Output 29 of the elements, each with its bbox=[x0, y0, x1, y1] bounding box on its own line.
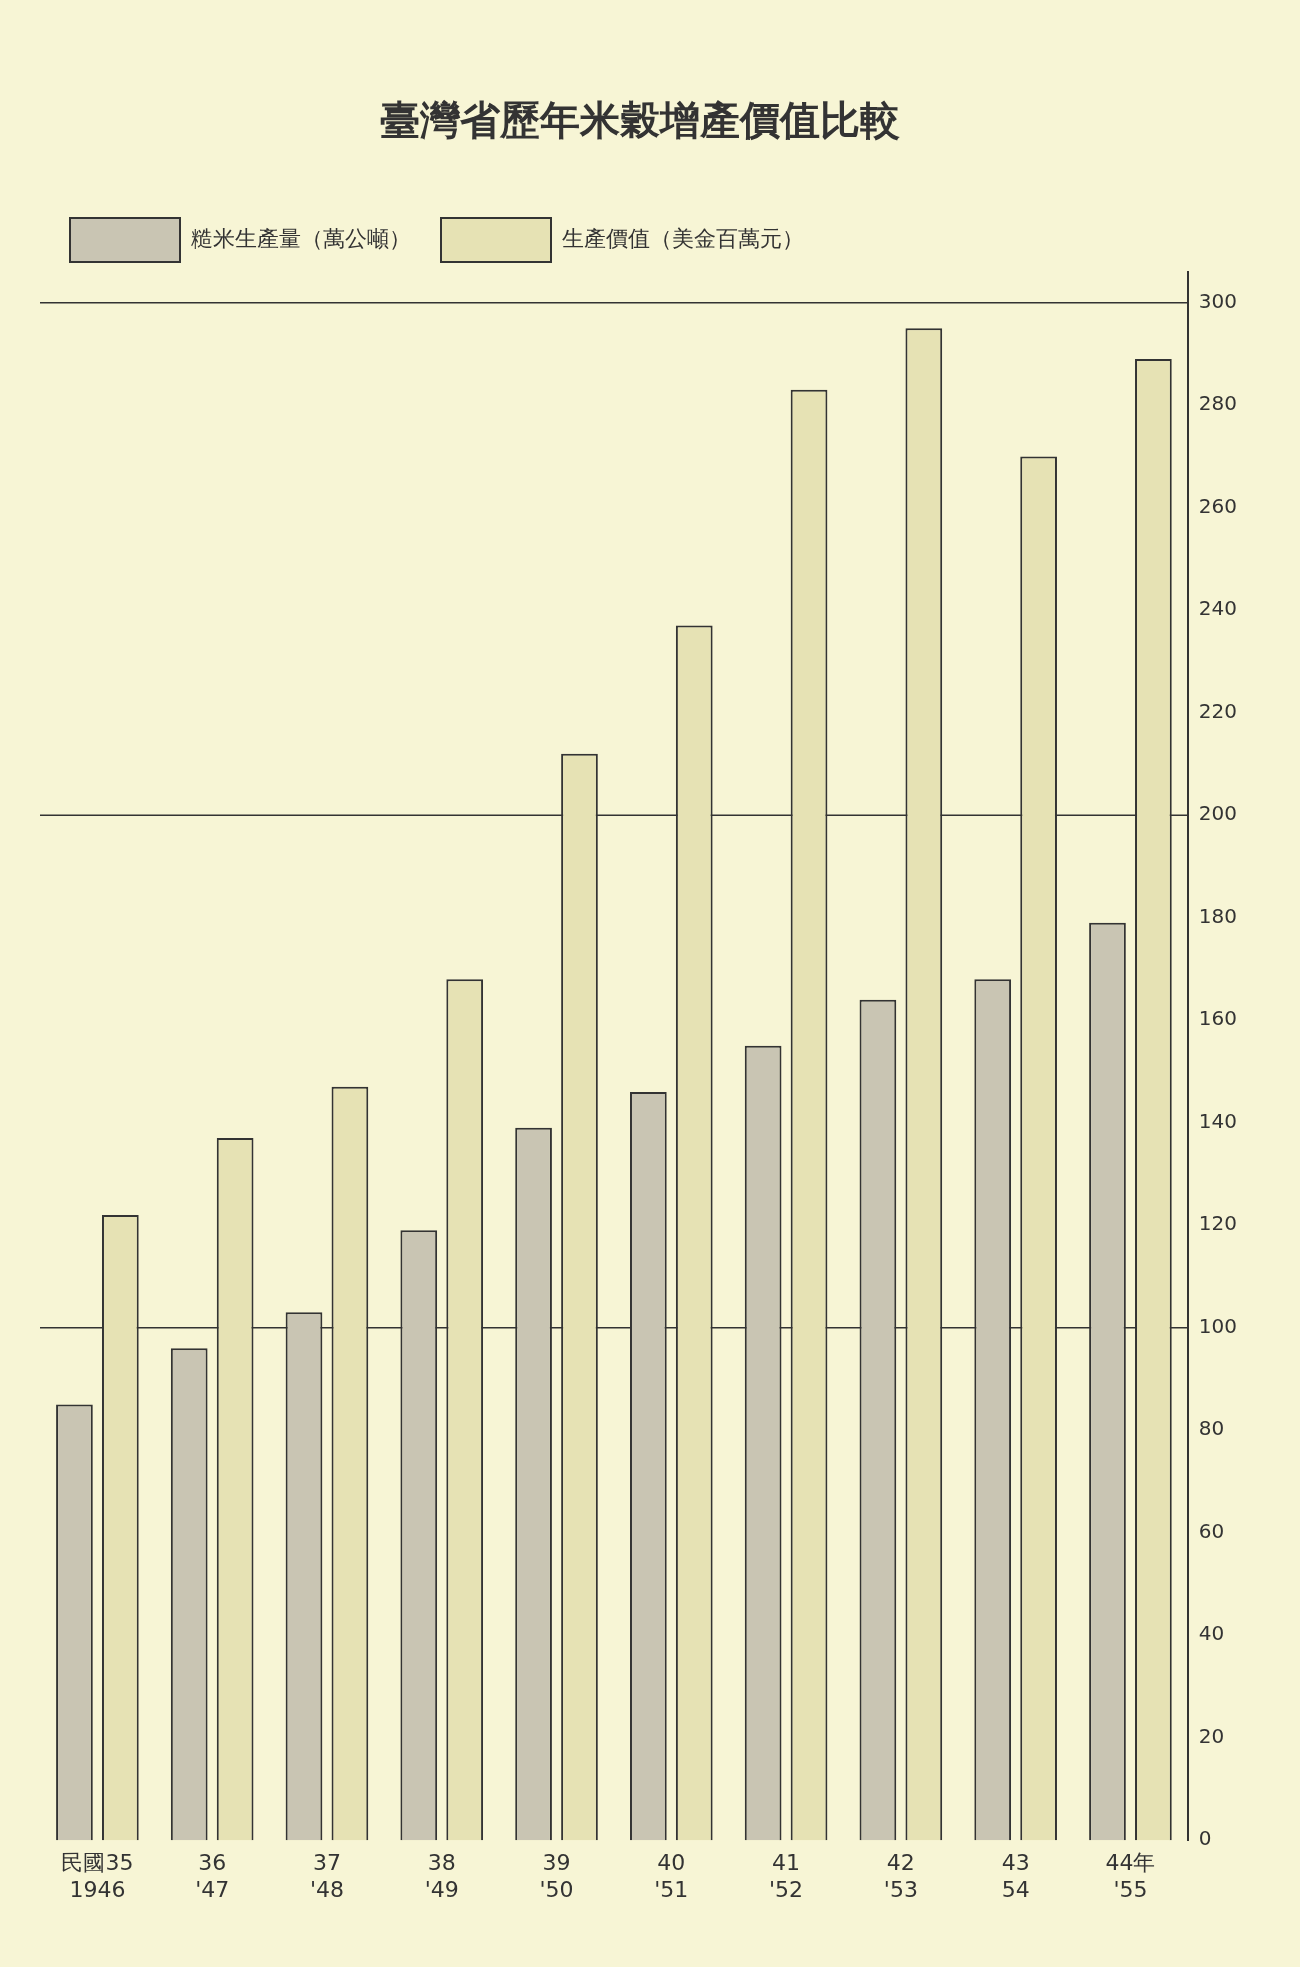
x-tick-label: 43 54 bbox=[1001, 1850, 1030, 1902]
y-tick-label: 140 bbox=[1198, 1108, 1238, 1133]
y-tick-label: 160 bbox=[1198, 1006, 1238, 1031]
y-tick-label: 240 bbox=[1198, 596, 1238, 621]
x-tick-label: 民國35 1946 bbox=[61, 1850, 134, 1902]
y-tick-label: 120 bbox=[1198, 1211, 1238, 1236]
y-tick-label: 300 bbox=[1198, 288, 1238, 313]
legend-label: 生產價值（美金百萬元） bbox=[562, 225, 804, 251]
y-tick-label: 180 bbox=[1198, 903, 1238, 928]
y-tick-label: 200 bbox=[1198, 801, 1238, 826]
y-tick-label: 100 bbox=[1198, 1313, 1238, 1338]
x-tick-label: 44年 '55 bbox=[1105, 1850, 1156, 1902]
y-tick-label: 0 bbox=[1198, 1826, 1212, 1851]
chart-title: 臺灣省歷年米穀增產價值比較 bbox=[380, 97, 900, 144]
x-tick-label: 37 '48 bbox=[309, 1850, 344, 1902]
y-tick-label: 260 bbox=[1198, 493, 1238, 518]
x-tick-label: 41 '52 bbox=[769, 1850, 804, 1902]
x-tick-label: 38 '49 bbox=[424, 1850, 459, 1902]
legend-label: 糙米生產量（萬公噸） bbox=[191, 225, 411, 251]
y-tick-label: 60 bbox=[1198, 1518, 1225, 1543]
x-tick-label: 39 '50 bbox=[539, 1850, 574, 1902]
y-tick-label: 80 bbox=[1198, 1416, 1225, 1441]
y-tick-label: 40 bbox=[1198, 1621, 1225, 1646]
x-tick-label: 40 '51 bbox=[654, 1850, 689, 1902]
x-tick-label: 36 '47 bbox=[195, 1850, 230, 1902]
x-tick-label: 42 '53 bbox=[883, 1850, 918, 1902]
y-tick-label: 20 bbox=[1198, 1723, 1225, 1748]
y-tick-label: 280 bbox=[1198, 391, 1238, 416]
y-tick-label: 220 bbox=[1198, 698, 1238, 723]
